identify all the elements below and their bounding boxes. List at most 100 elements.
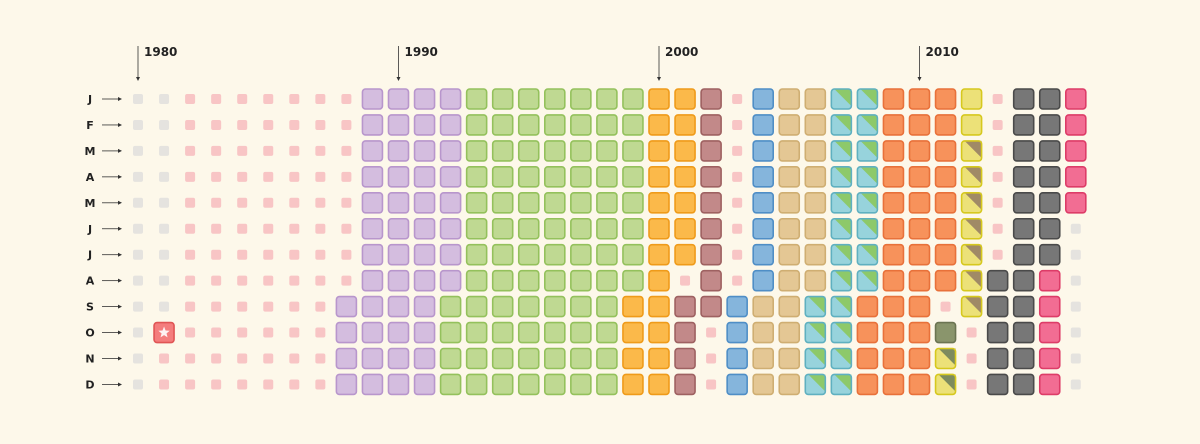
cell-green [622, 166, 644, 188]
cell-pink [732, 223, 743, 234]
cell-pink [263, 301, 274, 312]
cell-green [439, 373, 462, 396]
month-arrow-head [118, 330, 122, 335]
cell-orange [648, 192, 670, 214]
cell-coral [856, 347, 879, 370]
cell-pink [992, 145, 1003, 156]
cell-green [517, 114, 540, 136]
cell-green [570, 321, 592, 344]
cell-green [570, 347, 592, 370]
cell-green [465, 321, 488, 344]
cell-gray [1038, 140, 1061, 162]
cell-pink [289, 171, 300, 182]
cell-green [491, 192, 514, 214]
cell-darktan-border [960, 166, 983, 188]
cell-brown [700, 192, 722, 214]
cell-green [622, 269, 644, 292]
cell-green [465, 295, 488, 318]
cell-pink [315, 197, 326, 208]
cell-pink [732, 94, 743, 104]
cell-green [465, 269, 488, 292]
cell-gray [1012, 114, 1035, 136]
cell-teal-border [856, 192, 879, 214]
cell-purple [361, 88, 384, 110]
cell-teal-border [856, 114, 879, 136]
cell-green [491, 373, 514, 396]
cell-pink [732, 171, 743, 182]
cell-gray [1012, 192, 1035, 214]
cell-purple [413, 269, 436, 292]
cell-pink [341, 171, 352, 182]
cell-coral [908, 373, 931, 396]
cell-tan [752, 295, 775, 318]
cell-purple [439, 140, 462, 162]
cell-green [465, 217, 488, 240]
cell-pink [263, 223, 274, 234]
cell-coral [934, 217, 957, 240]
cell-pink [185, 327, 196, 338]
cell-pink [315, 223, 326, 234]
cell-green [570, 373, 592, 396]
month-arrow-head [118, 252, 122, 257]
cell-gray [986, 373, 1009, 396]
cell-empty [133, 379, 143, 390]
cell-green [465, 243, 488, 266]
cell-green [491, 166, 514, 188]
cell-hotpink [1038, 269, 1061, 292]
cell-pink [341, 119, 352, 130]
cell-pink [315, 249, 326, 260]
decade-label: 2000 [665, 45, 698, 59]
cell-empty [1070, 353, 1081, 364]
cell-purple [387, 347, 410, 370]
cell-tan [778, 321, 801, 344]
cell-coral [934, 166, 957, 188]
cell-pink [185, 301, 196, 312]
cell-gray [986, 295, 1009, 318]
cell-blue [752, 269, 775, 292]
cell-olive-border [934, 347, 957, 370]
cell-teal-split [834, 244, 852, 262]
cell-pink [992, 171, 1003, 182]
cell-pink [211, 145, 222, 156]
cell-tan [778, 192, 801, 214]
cell-pink [706, 353, 717, 364]
cell-tan [804, 88, 827, 110]
cell-teal-border [804, 295, 827, 318]
month-arrow-head [118, 356, 122, 361]
cell-purple [413, 88, 436, 110]
cell-purple [413, 243, 436, 266]
cell-purple [413, 373, 436, 396]
cell-pink [706, 379, 717, 390]
cell-empty [159, 145, 170, 156]
cell-purple [387, 88, 410, 110]
month-label: J [87, 249, 92, 262]
cell-teal-border [830, 347, 853, 370]
cell-green [596, 373, 618, 396]
cell-pink [237, 223, 248, 234]
cell-gray [1012, 373, 1035, 396]
cell-coral [934, 114, 957, 136]
cell-coral [882, 140, 905, 162]
cell-teal-border [830, 192, 853, 214]
cell-orange [648, 269, 670, 292]
month-arrow-head [118, 122, 122, 127]
cell-orange [622, 321, 644, 344]
cell-hotpink [1065, 88, 1087, 110]
cell-orange [648, 347, 670, 370]
month-label: N [85, 353, 94, 366]
cell-coral [934, 243, 957, 266]
month-arrow-head [118, 174, 122, 179]
cell-gray [1012, 166, 1035, 188]
month-label: A [86, 171, 95, 184]
cell-teal-border [856, 88, 879, 110]
cell-teal-split [834, 114, 852, 132]
cell-empty [133, 301, 143, 312]
cell-pink [237, 379, 248, 390]
cell-coral [908, 217, 931, 240]
month-label: J [87, 93, 92, 106]
cell-green [517, 373, 540, 396]
cell-pink [263, 327, 274, 338]
cell-teal-split [860, 270, 878, 288]
cell-pink [211, 119, 222, 130]
